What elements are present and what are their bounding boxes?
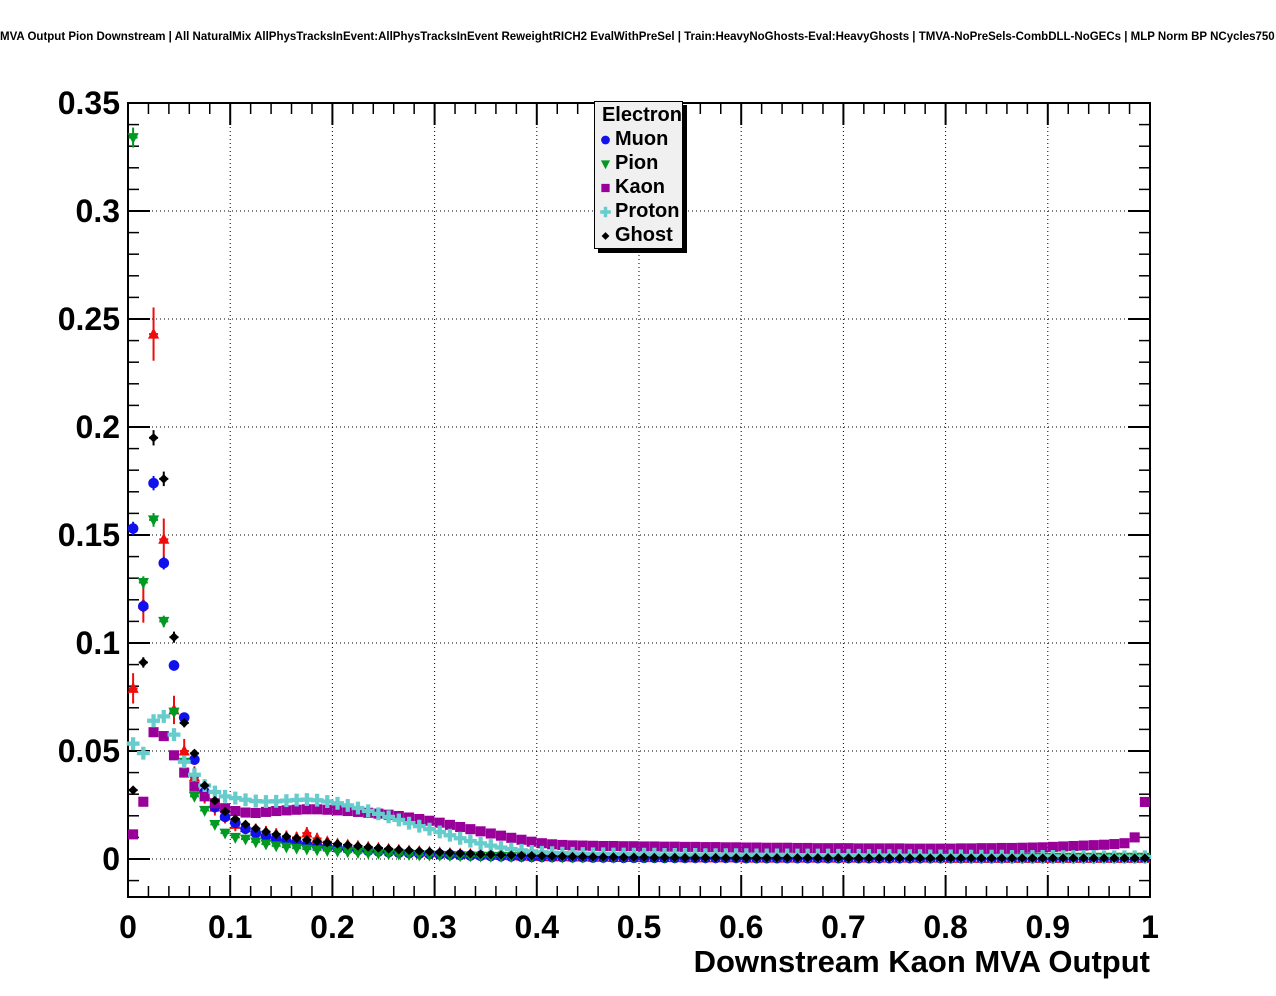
svg-text:0.35: 0.35 <box>58 85 120 121</box>
legend-label: Ghost <box>615 224 673 246</box>
proton-marker-icon <box>600 206 611 217</box>
x-axis-title: Downstream Kaon MVA Output <box>694 944 1150 979</box>
legend-entry-ghost: Ghost <box>598 224 682 247</box>
plot-title: MVA Output Pion Downstream | All Natural… <box>0 31 1276 43</box>
svg-text:0.1: 0.1 <box>76 625 120 661</box>
legend-entry-muon: Muon <box>598 128 682 151</box>
svg-text:0.9: 0.9 <box>1026 909 1070 945</box>
pion-marker-icon <box>600 159 611 169</box>
svg-text:0.5: 0.5 <box>617 909 661 945</box>
series-kaon <box>128 727 1150 854</box>
legend-label: Electron <box>601 104 682 126</box>
series-muon <box>127 475 1151 864</box>
legend-entry-proton: Proton <box>598 200 682 223</box>
legend: Electron Muon Pion Kaon Proton Ghost <box>594 101 683 249</box>
y-axis-labels: 0 0.05 0.1 0.15 0.2 0.25 0.3 0.35 <box>58 85 120 877</box>
legend-label: Pion <box>615 152 659 174</box>
svg-text:1: 1 <box>1141 909 1159 945</box>
electron-marker-icon <box>598 108 600 123</box>
legend-entry-electron: Electron <box>598 104 682 127</box>
muon-marker-icon <box>601 135 610 144</box>
kaon-marker-icon <box>601 183 610 192</box>
svg-text:0.1: 0.1 <box>208 909 252 945</box>
svg-text:0: 0 <box>102 841 120 877</box>
ghost-marker-icon <box>601 231 610 240</box>
svg-text:0.25: 0.25 <box>58 301 120 337</box>
svg-text:0.4: 0.4 <box>515 909 560 945</box>
svg-text:0: 0 <box>119 909 137 945</box>
svg-text:0.05: 0.05 <box>58 733 120 769</box>
legend-entry-kaon: Kaon <box>598 176 682 199</box>
legend-label: Muon <box>615 128 669 150</box>
svg-text:0.8: 0.8 <box>923 909 967 945</box>
svg-text:0.7: 0.7 <box>821 909 865 945</box>
svg-text:0.3: 0.3 <box>412 909 456 945</box>
legend-label: Proton <box>615 200 680 222</box>
svg-text:0.2: 0.2 <box>76 409 120 445</box>
series-ghost <box>128 430 1150 863</box>
legend-label: Kaon <box>615 176 665 198</box>
legend-entry-pion: Pion <box>598 152 682 175</box>
axis-ticks <box>127 102 1151 897</box>
x-axis-labels: 0 0.1 0.2 0.3 0.4 0.5 0.6 0.7 0.8 0.9 1 <box>119 909 1159 945</box>
svg-text:0.2: 0.2 <box>310 909 354 945</box>
svg-text:0.15: 0.15 <box>58 517 120 553</box>
svg-text:0.3: 0.3 <box>76 193 120 229</box>
svg-text:0.6: 0.6 <box>719 909 763 945</box>
